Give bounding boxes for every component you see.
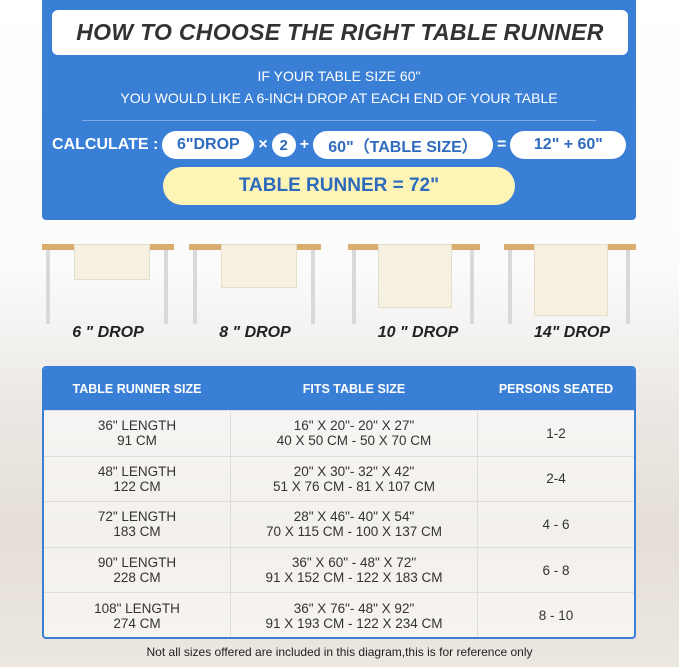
drop-label-14: 14" DROP <box>533 324 611 341</box>
size-cm: 122 CM <box>113 478 161 494</box>
fits-inches: 28" X 46"- 40" X 54" <box>293 509 415 525</box>
fits-cm: 51 X 76 CM - 81 X 107 CM <box>272 478 436 494</box>
calculation-row: CALCULATE : 6"DROP × 2 + 60"（TABLE SIZE）… <box>52 131 627 159</box>
size-cm: 274 CM <box>113 615 161 631</box>
fits-cell: 36" X 60" - 48" X 72" 91 X 152 CM - 122 X… <box>230 547 478 593</box>
drop-label-10: 10 " DROP <box>377 324 459 341</box>
table-illustration-8 <box>189 244 321 324</box>
header-runner-size: TABLE RUNNER SIZE <box>72 382 202 396</box>
table-row: 36" LENGTH 91 CM 16" X 20"- 20" X 27" 40 X… <box>44 410 634 456</box>
table-row: 108" LENGTH 274 CM 36" X 76"- 48" X 92" 91… <box>44 592 634 637</box>
table-row: 48" LENGTH 122 CM 20" X 30"- 32" X 42" 51 … <box>44 455 634 502</box>
page-title: HOW TO CHOOSE THE RIGHT TABLE RUNNER <box>52 10 628 55</box>
table-header: TABLE RUNNER SIZE FITS TABLE SIZE PERSON… <box>44 368 634 410</box>
fits-cm: 91 X 193 CM - 122 X 234 CM <box>265 615 443 631</box>
header-persons: PERSONS SEATED <box>498 382 614 396</box>
size-inches: 36" LENGTH <box>97 418 177 434</box>
fits-cell: 20" X 30"- 32" X 42" 51 X 76 CM - 81 X 10… <box>230 456 478 502</box>
size-inches: 108" LENGTH <box>94 600 180 616</box>
persons-cell: 1-2 <box>546 425 566 441</box>
size-cm: 228 CM <box>113 570 161 586</box>
size-cm: 183 CM <box>113 524 161 540</box>
fits-cm: 70 X 115 CM - 100 X 137 CM <box>265 524 443 540</box>
drop-label-8: 8 " DROP <box>219 324 291 341</box>
fits-cell: 28" X 46"- 40" X 54" 70 X 115 CM - 100 X … <box>230 502 478 547</box>
fits-cm: 40 X 50 CM - 50 X 70 CM <box>276 433 432 449</box>
times-sign: × <box>258 136 268 153</box>
result-pill: TABLE RUNNER = 72" <box>163 167 515 205</box>
drop-pill: 6"DROP <box>162 131 255 159</box>
runner-size-cell: 90" LENGTH 228 CM <box>44 555 230 585</box>
size-cm: 91 CM <box>117 433 157 449</box>
fits-inches: 20" X 30"- 32" X 42" <box>293 463 415 479</box>
table-illustration-6 <box>42 244 174 324</box>
table-row: 90" LENGTH 228 CM 36" X 60" - 48" X 72" 91… <box>44 546 634 593</box>
persons-cell: 8 - 10 <box>538 608 574 624</box>
runner-size-cell: 36" LENGTH 91 CM <box>44 418 230 448</box>
fits-cell: 16" X 20"- 20" X 27" 40 X 50 CM - 50 X 70… <box>230 411 478 456</box>
runner-size-cell: 108" LENGTH 274 CM <box>44 601 230 631</box>
divider <box>82 120 596 121</box>
persons-cell: 2-4 <box>546 471 566 487</box>
calculate-label: CALCULATE : <box>52 136 159 153</box>
table-size-pill: 60"（TABLE SIZE） <box>313 131 494 159</box>
table-row: 72" LENGTH 183 CM 28" X 46"- 40" X 54" 70 … <box>44 501 634 547</box>
runner-size-cell: 48" LENGTH 122 CM <box>44 464 230 494</box>
persons-cell: 4 - 6 <box>542 516 570 532</box>
table-illustration-10 <box>348 244 480 324</box>
intro-line-2: YOU WOULD LIKE A 6-INCH DROP AT EACH END… <box>120 90 558 106</box>
runner-size-cell: 72" LENGTH 183 CM <box>44 509 230 539</box>
sum-pill: 12" + 60" <box>510 131 627 159</box>
persons-cell: 6 - 8 <box>542 562 570 578</box>
drop-label-6: 6 " DROP <box>72 324 144 341</box>
footnote: Not all sizes offered are included in th… <box>146 645 533 659</box>
calculation-panel: HOW TO CHOOSE THE RIGHT TABLE RUNNER IF … <box>42 0 636 220</box>
table-illustration-14 <box>504 244 636 324</box>
fits-cell: 36" X 76"- 48" X 92" 91 X 193 CM - 122 X … <box>230 593 478 637</box>
size-inches: 72" LENGTH <box>97 509 177 525</box>
fits-cm: 91 X 152 CM - 122 X 183 CM <box>265 570 443 586</box>
two-circle: 2 <box>271 133 296 157</box>
plus-sign: + <box>299 136 310 153</box>
size-inches: 48" LENGTH <box>97 463 177 479</box>
fits-inches: 36" X 60" - 48" X 72" <box>291 555 417 571</box>
size-table: TABLE RUNNER SIZE FITS TABLE SIZE PERSON… <box>42 366 636 639</box>
fits-inches: 36" X 76"- 48" X 92" <box>293 600 415 616</box>
size-inches: 90" LENGTH <box>97 555 177 571</box>
fits-inches: 16" X 20"- 20" X 27" <box>293 418 415 434</box>
intro-line-1: IF YOUR TABLE SIZE 60" <box>257 68 421 84</box>
header-fits-size: FITS TABLE SIZE <box>302 382 406 396</box>
equals-sign: = <box>497 136 507 153</box>
